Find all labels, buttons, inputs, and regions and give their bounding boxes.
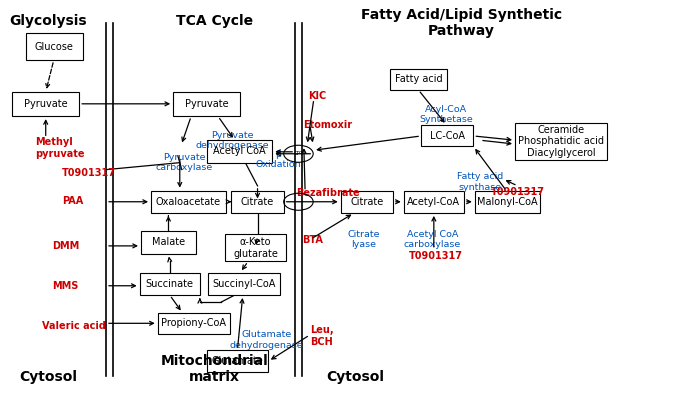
Text: α-Keto
glutarate: α-Keto glutarate bbox=[233, 237, 278, 259]
FancyBboxPatch shape bbox=[140, 273, 200, 295]
Text: Bezafibrate: Bezafibrate bbox=[296, 188, 360, 198]
Text: LC-CoA: LC-CoA bbox=[430, 131, 464, 141]
Text: Pyruvate
carboxylase: Pyruvate carboxylase bbox=[156, 153, 213, 172]
Text: Glycolysis: Glycolysis bbox=[10, 13, 88, 28]
Text: Methyl
pyruvate: Methyl pyruvate bbox=[35, 137, 85, 159]
Text: BTA: BTA bbox=[302, 235, 323, 245]
Text: β
Oxidation: β Oxidation bbox=[256, 150, 301, 169]
FancyBboxPatch shape bbox=[515, 123, 607, 160]
Text: Acetyl-CoA: Acetyl-CoA bbox=[408, 197, 460, 207]
FancyBboxPatch shape bbox=[25, 33, 83, 60]
Text: Mitochondrial
matrix: Mitochondrial matrix bbox=[161, 354, 269, 384]
Text: Oxaloacetate: Oxaloacetate bbox=[156, 197, 221, 207]
FancyBboxPatch shape bbox=[208, 273, 280, 295]
FancyBboxPatch shape bbox=[475, 190, 540, 213]
FancyBboxPatch shape bbox=[207, 350, 268, 372]
Text: Glutamate: Glutamate bbox=[211, 356, 263, 366]
Text: Glucose: Glucose bbox=[35, 41, 74, 51]
FancyBboxPatch shape bbox=[341, 190, 393, 213]
Text: T0901317: T0901317 bbox=[62, 168, 116, 178]
Text: Fatty acid: Fatty acid bbox=[395, 74, 443, 84]
Text: Ceramide
Phosphatidic acid
Diacylglycerol: Ceramide Phosphatidic acid Diacylglycero… bbox=[518, 124, 604, 158]
Text: KIC: KIC bbox=[308, 91, 327, 101]
Text: Citrate: Citrate bbox=[241, 197, 274, 207]
Text: Succinate: Succinate bbox=[146, 279, 194, 289]
Text: Acyl-CoA
Synthetase: Acyl-CoA Synthetase bbox=[419, 105, 473, 124]
Text: Citrate
lyase: Citrate lyase bbox=[347, 229, 380, 249]
FancyBboxPatch shape bbox=[157, 313, 230, 334]
Text: DMM: DMM bbox=[53, 241, 79, 251]
FancyBboxPatch shape bbox=[151, 190, 226, 213]
FancyBboxPatch shape bbox=[141, 231, 196, 254]
FancyBboxPatch shape bbox=[391, 69, 447, 90]
Text: Fatty Acid/Lipid Synthetic
Pathway: Fatty Acid/Lipid Synthetic Pathway bbox=[360, 8, 562, 38]
Text: Glutamate
dehydrogenase: Glutamate dehydrogenase bbox=[229, 330, 303, 350]
Text: Acetyl CoA
carboxylase: Acetyl CoA carboxylase bbox=[404, 229, 461, 249]
Text: Cytosol: Cytosol bbox=[19, 370, 77, 384]
Text: Citrate: Citrate bbox=[350, 197, 384, 207]
Text: PAA: PAA bbox=[62, 196, 83, 206]
FancyBboxPatch shape bbox=[12, 92, 79, 116]
Text: Malate: Malate bbox=[152, 237, 185, 247]
FancyBboxPatch shape bbox=[207, 140, 272, 163]
Text: Pyruvate: Pyruvate bbox=[24, 99, 68, 109]
Text: CPT: CPT bbox=[293, 151, 304, 156]
FancyBboxPatch shape bbox=[404, 190, 464, 213]
Text: Fatty acid
synthase: Fatty acid synthase bbox=[458, 172, 503, 192]
FancyBboxPatch shape bbox=[421, 125, 473, 147]
Text: Etomoxir: Etomoxir bbox=[303, 120, 352, 130]
Text: T0901317: T0901317 bbox=[491, 187, 545, 197]
Text: Pyruvate
dehydrogenase: Pyruvate dehydrogenase bbox=[196, 130, 269, 150]
FancyBboxPatch shape bbox=[231, 190, 284, 213]
Text: Cytosol: Cytosol bbox=[326, 370, 384, 384]
Text: Pyruvate: Pyruvate bbox=[185, 99, 228, 109]
FancyBboxPatch shape bbox=[173, 92, 240, 116]
FancyBboxPatch shape bbox=[224, 234, 287, 261]
Text: Succinyl-CoA: Succinyl-CoA bbox=[213, 279, 276, 289]
Text: Leu,
BCH: Leu, BCH bbox=[310, 325, 333, 347]
Text: Valeric acid: Valeric acid bbox=[42, 321, 105, 331]
Text: MMS: MMS bbox=[53, 281, 79, 291]
Text: Malonyl-CoA: Malonyl-CoA bbox=[477, 197, 538, 207]
Text: TCA Cycle: TCA Cycle bbox=[176, 13, 253, 28]
Text: Propiony-CoA: Propiony-CoA bbox=[161, 318, 226, 328]
Text: T0901317: T0901317 bbox=[409, 251, 463, 261]
Text: Acetyl CoA: Acetyl CoA bbox=[213, 147, 266, 156]
